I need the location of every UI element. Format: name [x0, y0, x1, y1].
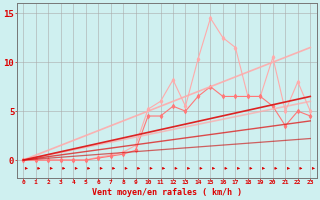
X-axis label: Vent moyen/en rafales ( km/h ): Vent moyen/en rafales ( km/h ) [92, 188, 242, 197]
